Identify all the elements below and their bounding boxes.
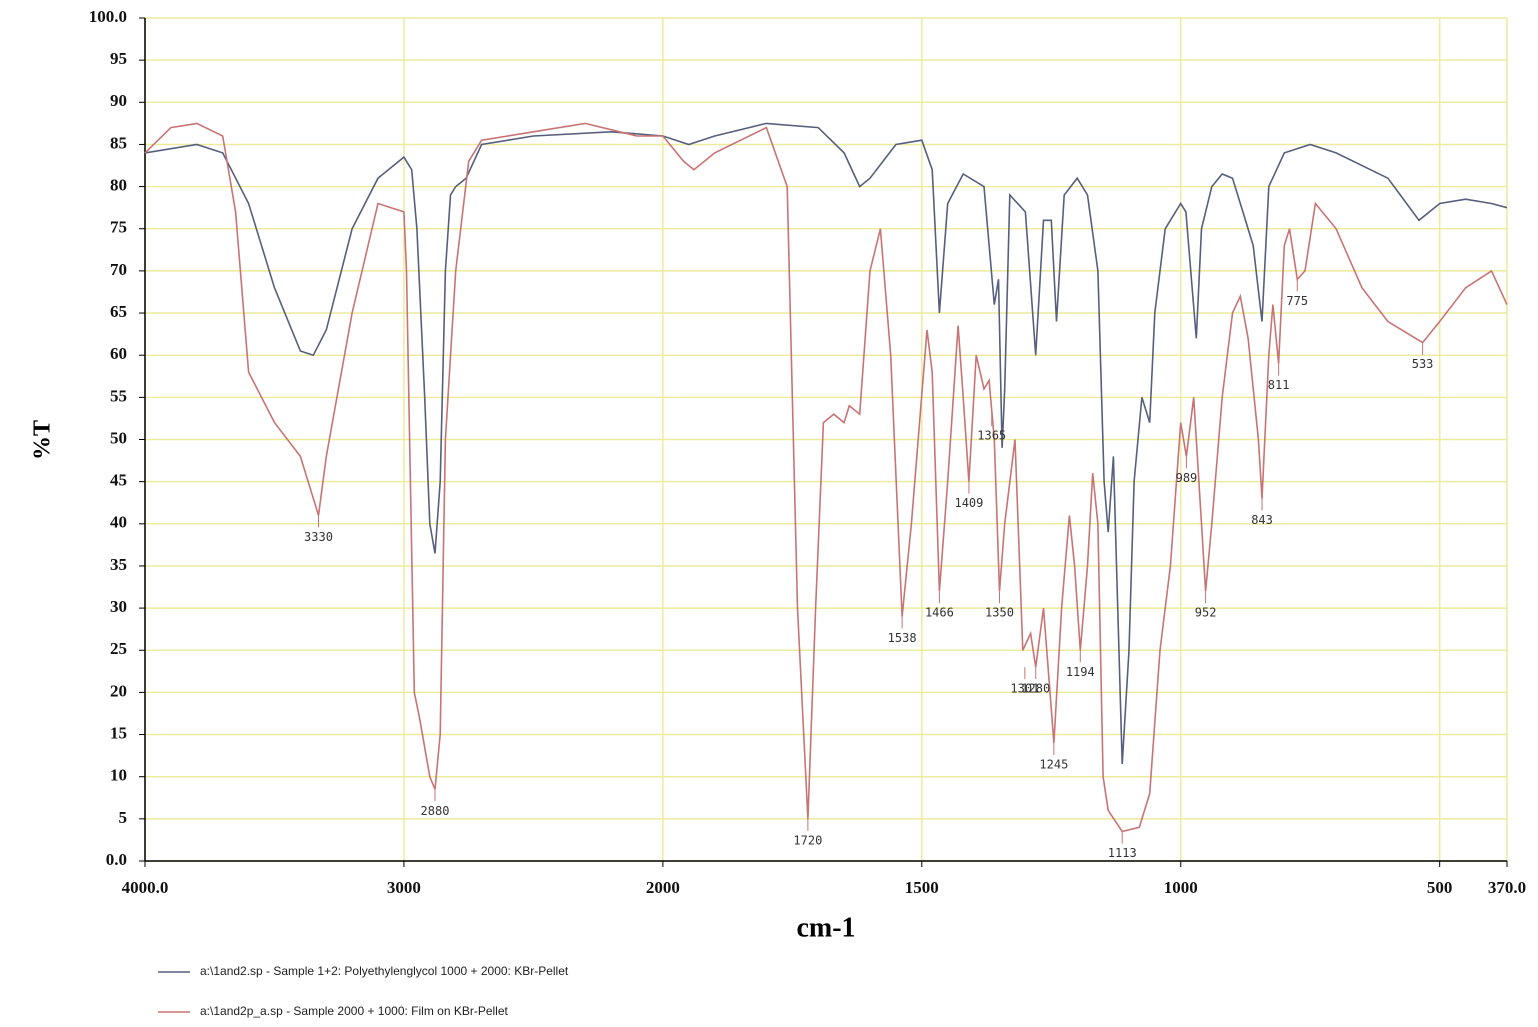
- peak-label: 3330: [304, 530, 333, 544]
- y-tick-label: 90: [110, 91, 127, 110]
- y-tick-label: 70: [110, 260, 127, 279]
- y-tick-label: 55: [110, 386, 127, 405]
- peak-label: 952: [1195, 606, 1217, 620]
- y-tick-label: 25: [110, 639, 127, 658]
- y-tick-label: 100.0: [89, 7, 127, 26]
- x-tick-label: 2000: [646, 878, 680, 897]
- legend-label: a:\1and2.sp - Sample 1+2: Polyethylengly…: [200, 964, 569, 978]
- peak-label: 1466: [925, 606, 954, 620]
- peak-label: 1194: [1066, 665, 1095, 679]
- peak-label: 1538: [888, 631, 917, 645]
- y-tick-label: 65: [110, 302, 127, 321]
- peak-label: 989: [1176, 471, 1198, 485]
- peak-label: 1409: [954, 496, 983, 510]
- legend-label: a:\1and2p_a.sp - Sample 2000 + 1000: Fil…: [200, 1004, 509, 1018]
- y-tick-label: 45: [110, 471, 127, 490]
- peak-label: 533: [1412, 357, 1434, 371]
- y-tick-label: 75: [110, 218, 127, 237]
- y-tick-label: 95: [110, 49, 127, 68]
- peak-label: 1720: [793, 833, 822, 847]
- y-tick-label: 80: [110, 176, 127, 195]
- y-tick-label: 40: [110, 513, 127, 532]
- x-axis-label: cm-1: [796, 912, 855, 943]
- y-tick-label: 30: [110, 597, 127, 616]
- peak-label: 1350: [985, 606, 1014, 620]
- peak-label: 1113: [1108, 846, 1137, 860]
- x-tick-label: 4000.0: [122, 878, 169, 897]
- y-tick-label: 35: [110, 555, 127, 574]
- peak-label: 1245: [1039, 757, 1068, 771]
- x-tick-label: 500: [1427, 878, 1453, 897]
- y-tick-label: 20: [110, 681, 127, 700]
- peak-label: 843: [1251, 513, 1273, 527]
- y-tick-label: 15: [110, 723, 127, 742]
- y-tick-label: 10: [110, 766, 127, 785]
- y-tick-label: 50: [110, 428, 127, 447]
- grid: [144, 17, 1508, 862]
- x-tick-label: 370.0: [1488, 878, 1526, 897]
- y-tick-label: 0.0: [106, 850, 127, 869]
- peak-label: 1280: [1021, 682, 1050, 696]
- peak-label: 811: [1268, 378, 1290, 392]
- x-tick-label: 1000: [1164, 878, 1198, 897]
- spectrum-line: [144, 122, 1508, 833]
- peak-label: 1301: [1010, 682, 1039, 696]
- x-tick-label: 1500: [905, 878, 939, 897]
- y-tick-label: 85: [110, 133, 127, 152]
- peak-label: 775: [1286, 294, 1308, 308]
- y-tick-label: 5: [119, 808, 128, 827]
- y-tick-label: 60: [110, 344, 127, 363]
- y-axis-label: %T: [30, 420, 56, 460]
- spectrum-line: [144, 122, 1508, 765]
- peak-label: 2880: [421, 804, 450, 818]
- x-tick-label: 3000: [387, 878, 421, 897]
- peak-label: 1365: [977, 429, 1006, 443]
